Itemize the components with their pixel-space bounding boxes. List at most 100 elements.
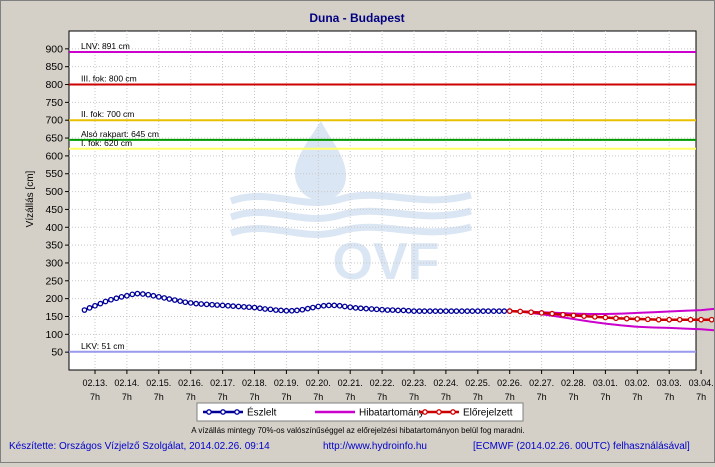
- x-tick-hour: 7h: [313, 392, 323, 402]
- observed-point: [209, 301, 215, 308]
- y-tick-label: 700: [45, 115, 63, 127]
- x-tick-date: 03.02.: [625, 378, 650, 388]
- x-tick-hour: 7h: [441, 392, 451, 402]
- forecast-point: [560, 311, 566, 318]
- observed-point: [161, 295, 168, 301]
- observed-point: [171, 297, 178, 303]
- y-tick-label: 650: [45, 133, 63, 145]
- y-tick-label: 200: [45, 293, 63, 305]
- forecast-point: [528, 309, 534, 316]
- observed-point: [81, 307, 88, 313]
- legend-marker: [436, 409, 442, 415]
- observed-point: [219, 302, 226, 309]
- forecast-point: [602, 314, 609, 321]
- observed-point: [246, 304, 252, 311]
- observed-point: [384, 307, 391, 313]
- observed-point: [273, 307, 279, 313]
- observed-point: [92, 302, 98, 309]
- y-tick-label: 300: [45, 257, 63, 269]
- y-axis-label: Vízállás [cm]: [25, 170, 36, 227]
- legend-label: Előrejelzett: [463, 408, 513, 419]
- observed-point: [336, 302, 343, 309]
- x-tick-hour: 7h: [186, 392, 196, 402]
- y-tick-label: 550: [45, 168, 63, 180]
- x-tick-date: 02.19.: [274, 378, 299, 388]
- observed-point: [443, 308, 449, 314]
- threshold-label: Alsó rakpart: 645 cm: [81, 129, 159, 139]
- x-tick-hour: 7h: [664, 392, 674, 402]
- x-tick-date: 02.17.: [210, 378, 235, 388]
- forecast-line: [509, 309, 715, 321]
- x-tick-date: 02.18.: [242, 378, 267, 388]
- x-tick-hour: 7h: [154, 392, 164, 402]
- observed-point: [155, 293, 162, 300]
- x-tick-date: 02.28.: [561, 378, 586, 388]
- x-tick-hour: 7h: [632, 392, 642, 402]
- x-tick-date: 02.13.: [82, 378, 107, 388]
- observed-point: [485, 308, 492, 314]
- x-tick-date: 02.21.: [338, 378, 363, 388]
- observed-point: [203, 301, 210, 308]
- observed-point: [458, 308, 465, 314]
- y-tick-label: 750: [45, 97, 63, 109]
- forecast-point: [698, 316, 704, 323]
- y-axis-ticks: 50 100 150 200 250 300 350 400 450 500 550 600 650 70…: [45, 43, 69, 359]
- y-tick-label: 50: [51, 347, 63, 359]
- x-tick-hour: 7h: [218, 392, 228, 402]
- observed-point: [437, 308, 444, 314]
- observed-point: [405, 307, 412, 314]
- observed-point: [262, 306, 268, 312]
- observed-point: [448, 308, 455, 314]
- forecast-point: [666, 316, 673, 323]
- forecast-point: [517, 308, 524, 315]
- observed-point: [113, 295, 120, 302]
- observed-point: [283, 307, 290, 314]
- legend-marker: [206, 409, 212, 415]
- x-tick-date: 02.23.: [401, 378, 426, 388]
- observed-point: [480, 308, 487, 314]
- x-tick-date: 02.24.: [433, 378, 458, 388]
- observed-point: [134, 290, 141, 297]
- observed-point: [118, 293, 125, 300]
- x-tick-date: 02.16.: [178, 378, 203, 388]
- observed-point: [102, 298, 109, 305]
- watermark-wave: [229, 207, 472, 222]
- x-tick-date: 02.27.: [529, 378, 554, 388]
- x-tick-hour: 7h: [281, 392, 291, 402]
- forecast-point: [676, 316, 683, 323]
- y-tick-label: 600: [45, 150, 63, 162]
- x-tick-hour: 7h: [90, 392, 100, 402]
- observed-point: [97, 300, 104, 307]
- uncertainty-note: A vízállás mintegy 70%-os valószínűségge…: [191, 426, 525, 435]
- x-tick-hour: 7h: [473, 392, 483, 402]
- forecast-point: [613, 315, 619, 322]
- threshold-label: LKV: 51 cm: [81, 341, 125, 351]
- observed-point: [193, 300, 199, 307]
- legend-marker: [450, 409, 456, 415]
- observed-point: [373, 306, 380, 313]
- observed-point: [294, 307, 300, 314]
- forecast-point: [644, 316, 651, 323]
- observed-point: [145, 291, 152, 298]
- observed-point: [464, 308, 471, 314]
- observed-point: [299, 306, 306, 313]
- x-tick-hour: 7h: [345, 392, 355, 402]
- y-tick-label: 800: [45, 79, 63, 91]
- footer-link[interactable]: http://www.hydroinfo.hu: [323, 441, 427, 452]
- observed-point: [310, 304, 316, 311]
- x-tick-hour: 7h: [568, 392, 578, 402]
- observed-point: [124, 292, 130, 299]
- y-tick-label: 150: [45, 311, 63, 323]
- observed-point: [315, 303, 322, 310]
- error-band-lower: [509, 310, 715, 332]
- x-tick-date: 02.26.: [497, 378, 522, 388]
- series-layer: [81, 290, 715, 332]
- x-tick-date: 02.14.: [114, 378, 139, 388]
- chart-title: Duna - Budapest: [309, 11, 404, 25]
- observed-point: [129, 291, 136, 298]
- observed-point: [86, 305, 93, 311]
- observed-point: [432, 308, 439, 314]
- threshold-label: LNV: 891 cm: [81, 41, 130, 51]
- observed-point: [490, 308, 497, 314]
- y-tick-label: 250: [45, 275, 63, 287]
